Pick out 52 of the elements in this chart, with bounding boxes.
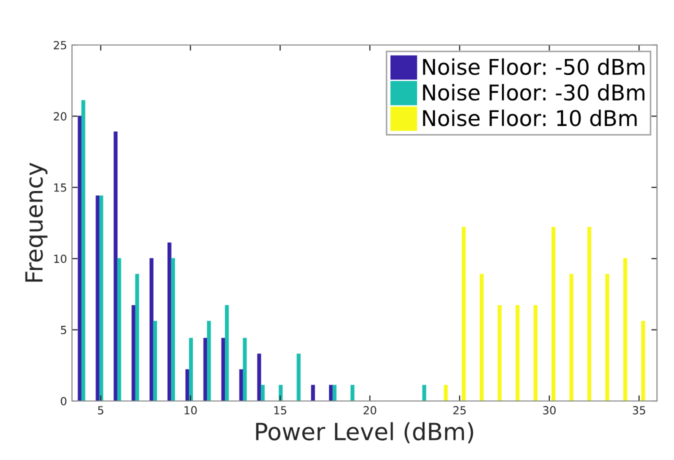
bar: [516, 305, 520, 401]
x-tick-label: 5: [98, 406, 104, 414]
x-tick-label: 20: [364, 406, 376, 414]
y-tick-label: 25: [54, 40, 66, 50]
y-tick-label: 20: [54, 112, 66, 121]
y-tick-label: 0: [60, 396, 66, 406]
bar: [569, 274, 574, 401]
legend-label: Noise Floor: 10 dBm: [423, 110, 637, 126]
bar: [117, 258, 122, 401]
x-axis-title: Power Level (dBm): [256, 422, 474, 444]
bar: [641, 320, 646, 401]
bar: [78, 116, 82, 401]
legend-label: Noise Floor: -30 dBm: [423, 84, 644, 101]
x-tick-label: 15: [274, 406, 286, 414]
x-tick-label: 10: [184, 406, 197, 414]
bar: [498, 305, 502, 401]
bar: [462, 226, 466, 401]
y-axis-title: Frequency: [25, 162, 48, 282]
legend-label: Noise Floor: -50 dBm: [423, 58, 644, 76]
bar: [605, 274, 610, 401]
y-tick-label: 5: [60, 326, 66, 334]
bar: [153, 320, 158, 401]
bar: [296, 354, 301, 401]
bar: [132, 305, 136, 401]
bar: [242, 338, 247, 401]
bar: [81, 100, 86, 401]
bar: [171, 258, 175, 401]
bar: [587, 226, 592, 401]
bar: [534, 305, 538, 401]
bar: [189, 338, 193, 401]
bar: [167, 242, 172, 401]
bar: [311, 384, 315, 401]
y-tick-label: 15: [54, 184, 66, 192]
bar: [350, 384, 354, 401]
bar: [150, 258, 154, 401]
bar: [135, 274, 140, 401]
y-tick-label: 10: [54, 254, 66, 263]
bar: [206, 320, 211, 401]
bar: [480, 274, 484, 401]
x-tick-label: 35: [632, 406, 646, 414]
bar: [332, 384, 336, 401]
bar: [552, 226, 556, 401]
bar: [623, 258, 628, 401]
bar: [96, 196, 100, 401]
bar: [221, 338, 226, 401]
bar: [257, 354, 262, 401]
bar: [224, 305, 229, 401]
x-tick-label: 30: [543, 406, 556, 414]
bar: [114, 131, 118, 401]
bar: [99, 196, 104, 401]
bar: [203, 338, 208, 401]
x-tick-label: 25: [453, 406, 466, 414]
